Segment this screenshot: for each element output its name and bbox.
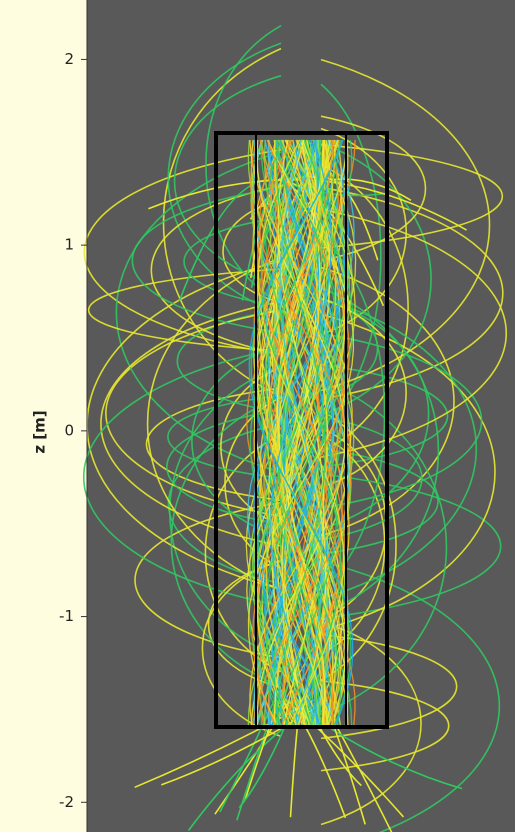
y-axis-label: z [m] [31, 410, 49, 453]
y-tick-label: 0 [64, 421, 74, 439]
y-tick-label: 2 [64, 50, 74, 68]
y-tick-label: -2 [59, 793, 74, 811]
y-tick-label: -1 [59, 607, 74, 625]
y-tick-label: 1 [64, 236, 74, 254]
chart: z [m] 2 1 0 -1 -2 [0, 0, 515, 832]
